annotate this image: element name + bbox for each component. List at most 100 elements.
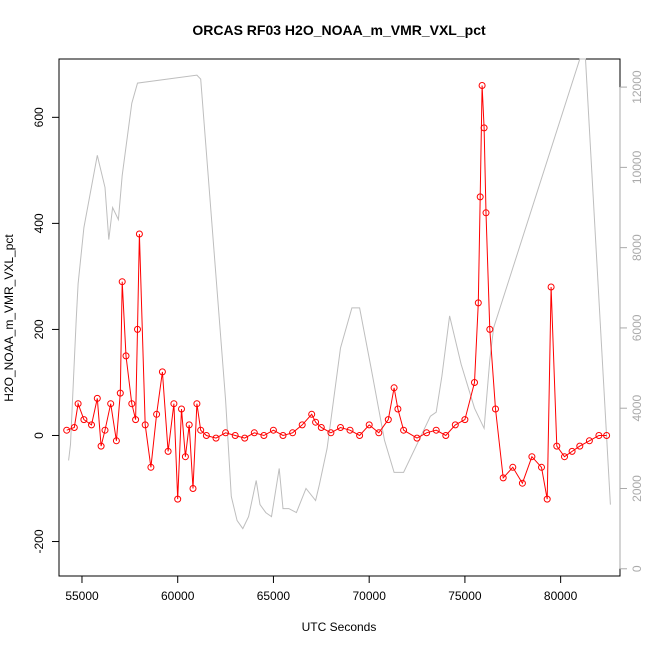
- data-point: [174, 495, 182, 503]
- left-tick-label: -200: [32, 529, 46, 553]
- data-point: [132, 416, 140, 424]
- right-tick-label: 10000: [630, 150, 644, 184]
- data-point: [486, 325, 494, 333]
- x-axis-label: UTC Seconds: [302, 620, 377, 634]
- data-point: [451, 421, 459, 429]
- bottom-tick-label: 55000: [65, 589, 99, 603]
- data-point: [499, 474, 507, 482]
- data-point: [384, 416, 392, 424]
- data-point: [101, 426, 109, 434]
- data-point: [585, 437, 593, 445]
- data-point: [153, 410, 161, 418]
- primary-series-line: [66, 85, 607, 500]
- data-point: [212, 434, 220, 442]
- data-point: [509, 463, 517, 471]
- secondary-series-layer: [68, 58, 611, 530]
- left-tick-label: 200: [32, 319, 46, 339]
- data-point: [423, 429, 431, 437]
- data-point: [70, 424, 78, 431]
- data-point: [482, 209, 490, 217]
- right-tick-label: 12000: [630, 70, 644, 104]
- bottom-tick-label: 60000: [161, 589, 195, 603]
- data-point: [231, 432, 239, 439]
- right-axis: 0 2000 4000 6000 8000 10000 12000: [619, 70, 644, 572]
- data-point: [603, 432, 611, 439]
- data-point: [461, 416, 469, 424]
- data-point: [317, 424, 325, 431]
- data-point: [547, 283, 555, 291]
- bottom-tick-label: 70000: [353, 589, 387, 603]
- data-point: [63, 426, 71, 434]
- left-axis: -200 0 200 400 600: [32, 107, 60, 554]
- data-point: [492, 405, 499, 413]
- data-point: [80, 416, 88, 424]
- data-point: [432, 426, 440, 434]
- data-point: [561, 453, 568, 461]
- data-point: [112, 437, 120, 445]
- data-point: [478, 82, 486, 89]
- data-point: [189, 485, 197, 492]
- bottom-tick-label: 65000: [257, 589, 291, 603]
- data-point: [250, 429, 258, 437]
- data-point: [346, 426, 354, 434]
- right-tick-label: 8000: [630, 234, 644, 261]
- data-point: [93, 394, 101, 402]
- data-point: [118, 278, 126, 286]
- data-point: [365, 421, 373, 429]
- data-point: [97, 442, 105, 450]
- data-point: [193, 400, 201, 408]
- right-tick-label: 4000: [630, 395, 644, 422]
- data-point: [576, 442, 584, 450]
- data-point: [279, 432, 287, 439]
- data-point: [141, 421, 149, 429]
- data-point: [181, 453, 189, 461]
- data-point: [116, 389, 124, 397]
- data-point: [164, 447, 172, 455]
- data-point: [74, 400, 82, 408]
- data-point: [289, 429, 297, 437]
- data-point: [413, 434, 421, 442]
- data-point: [241, 434, 249, 442]
- bottom-tick-label: 75000: [448, 589, 482, 603]
- data-point: [400, 426, 408, 434]
- data-point: [528, 453, 536, 461]
- primary-series-layer: [63, 82, 611, 503]
- data-point: [260, 432, 268, 439]
- right-tick-label: 0: [630, 565, 644, 572]
- left-tick-label: 0: [32, 432, 46, 439]
- data-point: [337, 424, 344, 431]
- data-point: [202, 432, 210, 439]
- data-point: [390, 384, 398, 392]
- data-point: [480, 124, 488, 132]
- data-point: [308, 410, 316, 418]
- bottom-axis: 55000 60000 65000 70000 75000 80000: [65, 575, 578, 603]
- data-point: [375, 429, 383, 437]
- data-point: [356, 432, 364, 439]
- data-point: [107, 400, 115, 408]
- data-point: [135, 230, 143, 238]
- data-point: [128, 400, 136, 408]
- data-point: [88, 421, 95, 429]
- data-point: [476, 193, 484, 201]
- data-point: [471, 379, 478, 386]
- data-point: [327, 429, 335, 437]
- data-point: [568, 447, 576, 455]
- right-tick-label: 6000: [630, 314, 644, 341]
- left-tick-label: 600: [32, 107, 46, 127]
- data-point: [185, 421, 193, 429]
- right-tick-label: 2000: [630, 475, 644, 502]
- secondary-series-line: [68, 58, 611, 530]
- chart-title: ORCAS RF03 H2O_NOAA_m_VMR_VXL_pct: [192, 22, 486, 38]
- data-point: [134, 325, 141, 333]
- data-point: [197, 426, 205, 434]
- left-tick-label: 400: [32, 213, 46, 233]
- data-point: [122, 352, 130, 360]
- data-point: [518, 479, 526, 487]
- data-point: [269, 426, 277, 434]
- data-point: [147, 463, 155, 471]
- data-point: [312, 418, 320, 426]
- data-point: [178, 405, 185, 413]
- data-point: [158, 368, 166, 376]
